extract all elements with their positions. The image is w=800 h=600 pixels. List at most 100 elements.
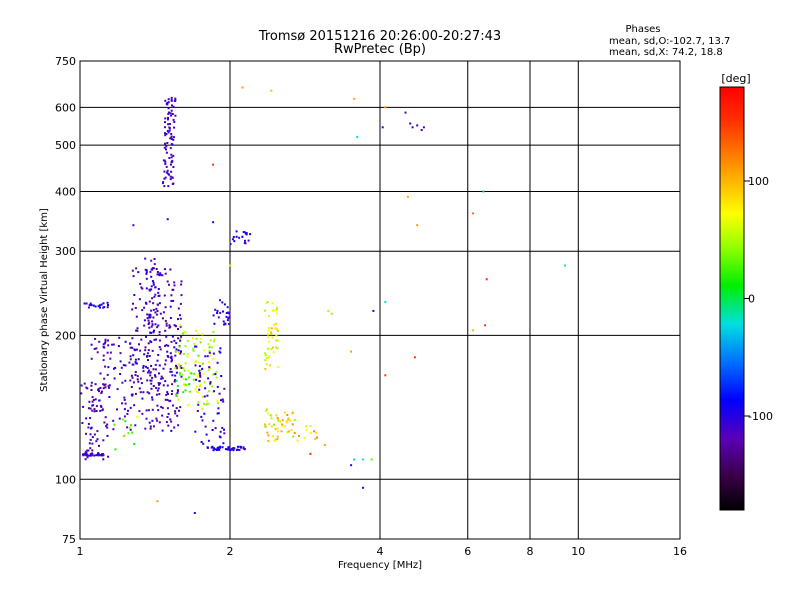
data-point — [350, 350, 353, 353]
data-point — [267, 434, 270, 437]
data-point — [91, 442, 94, 445]
data-point — [198, 380, 201, 383]
data-point — [103, 421, 106, 424]
data-point — [216, 310, 219, 312]
data-point — [201, 395, 204, 398]
data-point — [99, 409, 102, 412]
data-point — [99, 306, 101, 309]
data-point — [182, 367, 185, 370]
y-tick-label: 500 — [55, 139, 76, 152]
data-point — [179, 302, 182, 305]
data-point — [134, 374, 137, 376]
data-point — [172, 166, 175, 168]
data-point — [165, 322, 168, 325]
data-point — [155, 307, 158, 310]
data-point — [212, 331, 215, 334]
data-point — [195, 390, 198, 393]
data-point — [175, 407, 178, 410]
data-point — [148, 392, 151, 395]
data-point — [95, 405, 98, 408]
data-point — [90, 427, 92, 430]
data-point — [228, 447, 231, 450]
data-point — [264, 424, 267, 427]
data-point — [91, 396, 94, 399]
data-point — [104, 340, 107, 343]
data-point — [99, 372, 102, 375]
data-point — [276, 328, 279, 331]
data-point — [147, 323, 150, 326]
data-point — [178, 372, 181, 374]
data-point — [157, 409, 160, 412]
data-point — [82, 405, 85, 408]
data-point — [172, 154, 175, 157]
data-point — [161, 414, 164, 417]
data-point — [164, 132, 166, 135]
data-point — [216, 312, 219, 314]
data-point — [100, 406, 103, 408]
data-point — [96, 430, 99, 433]
data-point — [136, 327, 139, 330]
data-point — [271, 309, 274, 312]
data-point — [223, 432, 226, 435]
data-point — [135, 329, 138, 332]
data-point — [188, 390, 191, 393]
data-point — [203, 395, 206, 398]
data-point — [188, 383, 191, 386]
data-point — [123, 408, 126, 411]
data-point — [134, 361, 137, 364]
data-point — [170, 132, 173, 135]
data-point — [158, 372, 160, 375]
data-point — [170, 429, 173, 432]
data-point — [145, 277, 148, 280]
data-point — [212, 314, 215, 317]
x-tick-label: 10 — [571, 545, 585, 558]
data-point — [173, 324, 176, 327]
data-point — [98, 399, 101, 402]
data-point — [195, 378, 198, 381]
data-point — [277, 420, 280, 423]
data-point — [106, 306, 109, 309]
data-point — [175, 364, 177, 367]
data-point — [198, 369, 201, 372]
data-point — [202, 442, 205, 445]
data-point — [204, 387, 207, 390]
data-point — [286, 431, 289, 434]
data-point — [118, 417, 121, 420]
data-point — [202, 349, 205, 352]
data-point — [176, 384, 179, 387]
data-point — [128, 361, 131, 364]
data-point — [93, 433, 96, 436]
data-point — [170, 360, 173, 363]
data-point — [143, 319, 146, 322]
data-point — [147, 359, 149, 362]
data-point — [270, 417, 273, 420]
data-point — [87, 454, 90, 457]
data-point — [153, 295, 156, 298]
data-point — [267, 336, 270, 339]
data-point — [212, 221, 215, 224]
y-tick-label: 600 — [55, 101, 76, 114]
data-point — [173, 346, 176, 349]
data-point — [192, 347, 195, 350]
data-point — [96, 351, 99, 354]
data-point — [244, 239, 246, 242]
data-point — [167, 412, 170, 415]
data-point — [108, 386, 111, 389]
data-point — [180, 367, 183, 369]
colorbar-ticks: 100 0 -100 — [744, 175, 773, 423]
data-point — [201, 333, 204, 336]
data-point — [212, 373, 215, 376]
data-point — [134, 307, 137, 309]
data-point — [139, 377, 142, 380]
data-point — [91, 449, 94, 452]
data-point — [113, 423, 116, 426]
data-point — [179, 337, 182, 340]
data-point — [411, 126, 414, 129]
data-point — [229, 243, 232, 246]
data-point — [127, 432, 130, 435]
data-point — [158, 364, 161, 367]
data-point — [223, 428, 225, 431]
data-point — [172, 105, 175, 108]
data-point — [277, 366, 280, 369]
data-point — [276, 306, 279, 309]
